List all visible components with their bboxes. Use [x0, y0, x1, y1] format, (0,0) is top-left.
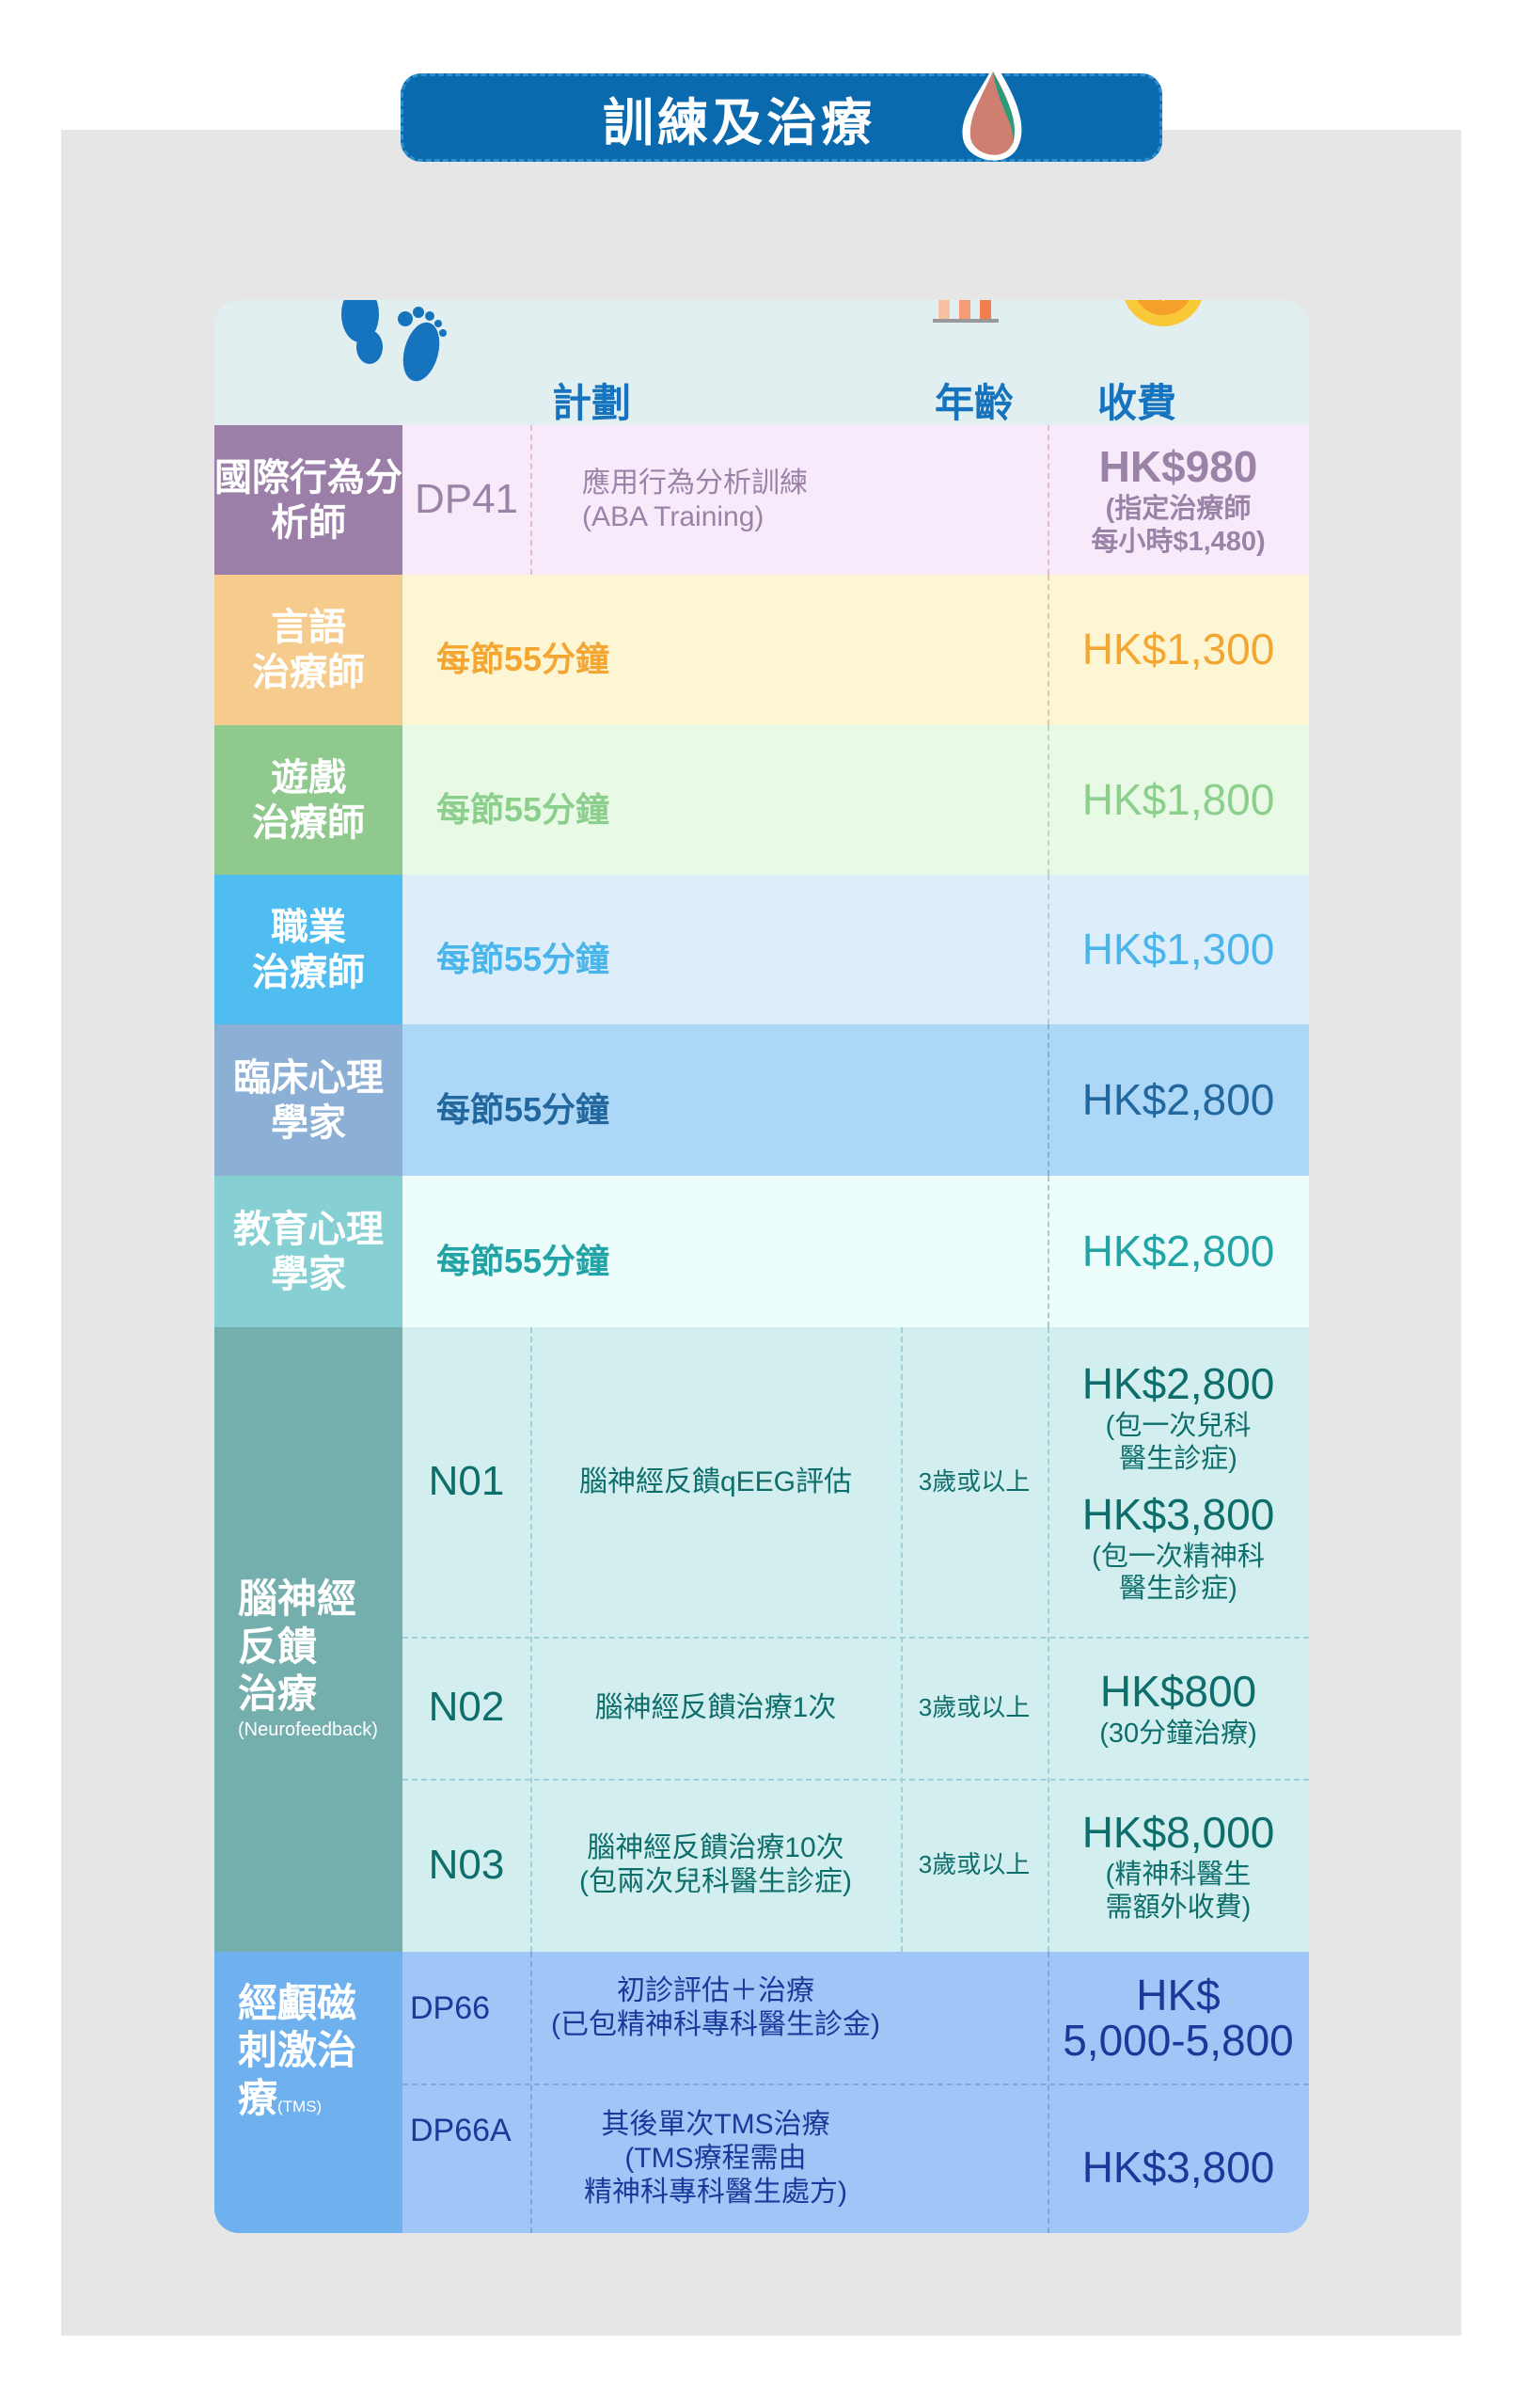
- growth-chart-icon: [933, 300, 999, 323]
- group-label: 腦神經 反饋 治療 (Neurofeedback): [214, 1327, 402, 1952]
- row-label: 遊戲 治療師: [214, 725, 402, 875]
- row-label: 教育心理 學家: [214, 1176, 402, 1327]
- row-fee: HK$1,800: [1081, 774, 1275, 824]
- row-code: DP66: [410, 1989, 491, 2026]
- row-label: 臨床心理 學家: [214, 1024, 402, 1176]
- row-session: 每節55分鐘: [436, 789, 610, 829]
- row-fee: HK$2,800: [1081, 1226, 1275, 1275]
- group-label: 經顱磁 刺激治 療(TMS): [214, 1952, 402, 2233]
- row-fee: HK$2,800: [1081, 1358, 1275, 1408]
- page-title: 訓練及治療: [603, 94, 875, 151]
- row-age: 3歲或以上: [918, 1850, 1031, 1879]
- row-desc: 腦神經反饋qEEG評估: [578, 1465, 853, 1497]
- row-desc: 其後單次TMS治療 (TMS療程需由 精神科專科醫生處方): [584, 2108, 847, 2208]
- row-label: 言語 治療師: [214, 575, 402, 725]
- row-fee-2: HK$3,800: [1081, 1489, 1275, 1539]
- row-age: 3歲或以上: [918, 1466, 1031, 1496]
- row-fee-2-note: (包一次精神科 醫生診症): [1092, 1541, 1265, 1605]
- row-fee-note: (精神科醫生 需額外收費): [1105, 1859, 1252, 1923]
- row-fee-note: (包一次兒科 醫生診症): [1105, 1410, 1252, 1474]
- row-fee: HK$8,000: [1081, 1807, 1275, 1857]
- table-row-aba: 國際行為分析師 DP41 應用行為分析訓練 (ABA Training) HK$…: [214, 425, 1309, 575]
- row-fee-note: (指定治療師 每小時$1,480): [1091, 494, 1266, 558]
- row-session: 每節55分鐘: [436, 1241, 610, 1280]
- row-session: 每節55分鐘: [436, 1089, 610, 1129]
- header-age: 年齡: [934, 380, 1014, 425]
- row-desc: 應用行為分析訓練 (ABA Training): [582, 467, 808, 532]
- table-group-neurofeedback: 腦神經 反饋 治療 (Neurofeedback) N01 腦神經反饋qEEG評…: [214, 1327, 1309, 1952]
- row-fee-note: (30分鐘治療): [1099, 1718, 1257, 1749]
- row-fee: HK$1,300: [1081, 625, 1275, 674]
- table-row-ot: 職業 治療師 每節55分鐘 HK$1,300: [214, 875, 1309, 1024]
- row-desc: 腦神經反饋治療1次: [594, 1691, 837, 1723]
- row-code: DP41: [414, 476, 519, 523]
- table-row-clinical-psych: 臨床心理 學家 每節55分鐘 HK$2,800: [214, 1024, 1309, 1176]
- row-label: 職業 治療師: [214, 875, 402, 1024]
- table-row-play: 遊戲 治療師 每節55分鐘 HK$1,800: [214, 725, 1309, 875]
- footprints-icon: [341, 300, 447, 382]
- row-desc: 腦神經反饋治療10次 (包兩次兒科醫生診症): [579, 1832, 852, 1897]
- row-desc: 初診評估＋治療 (已包精神科專科醫生診金): [551, 1975, 880, 2040]
- header-fee: 收費: [1096, 380, 1176, 425]
- dollar-coin-icon: $: [1122, 300, 1205, 326]
- row-label: 國際行為分析師: [214, 425, 402, 575]
- title-banner: 訓練及治療: [401, 73, 1162, 162]
- row-age: 3歲或以上: [918, 1692, 1031, 1721]
- row-code: N03: [428, 1841, 505, 1888]
- row-code: N02: [428, 1684, 505, 1731]
- leaf-drop-icon: [962, 63, 1022, 161]
- row-fee: HK$2,800: [1081, 1074, 1275, 1124]
- table-row-edu-psych: 教育心理 學家 每節55分鐘 HK$2,800: [214, 1176, 1309, 1327]
- header-plan: 計劃: [551, 380, 631, 425]
- row-fee: HK$1,300: [1081, 924, 1275, 974]
- row-session: 每節55分鐘: [436, 640, 610, 679]
- row-code: DP66A: [410, 2112, 512, 2148]
- row-session: 每節55分鐘: [436, 939, 610, 978]
- pricing-table: $ 計劃 年齡 收費 國際行為分析師 DP41 應用行為分析訓練 (ABA Tr…: [214, 300, 1309, 2233]
- row-fee: HK$980: [1098, 442, 1258, 492]
- row-fee: HK$3,800: [1081, 2142, 1275, 2192]
- table-group-tms: 經顱磁 刺激治 療(TMS) DP66 初診評估＋治療 (已包精神科專科醫生診金…: [214, 1952, 1309, 2233]
- row-code: N01: [428, 1458, 505, 1505]
- table-row-speech: 言語 治療師 每節55分鐘 HK$1,300: [214, 575, 1309, 725]
- row-fee: HK$ 5,000-5,800: [1063, 1970, 1294, 2065]
- row-fee: HK$800: [1099, 1666, 1257, 1716]
